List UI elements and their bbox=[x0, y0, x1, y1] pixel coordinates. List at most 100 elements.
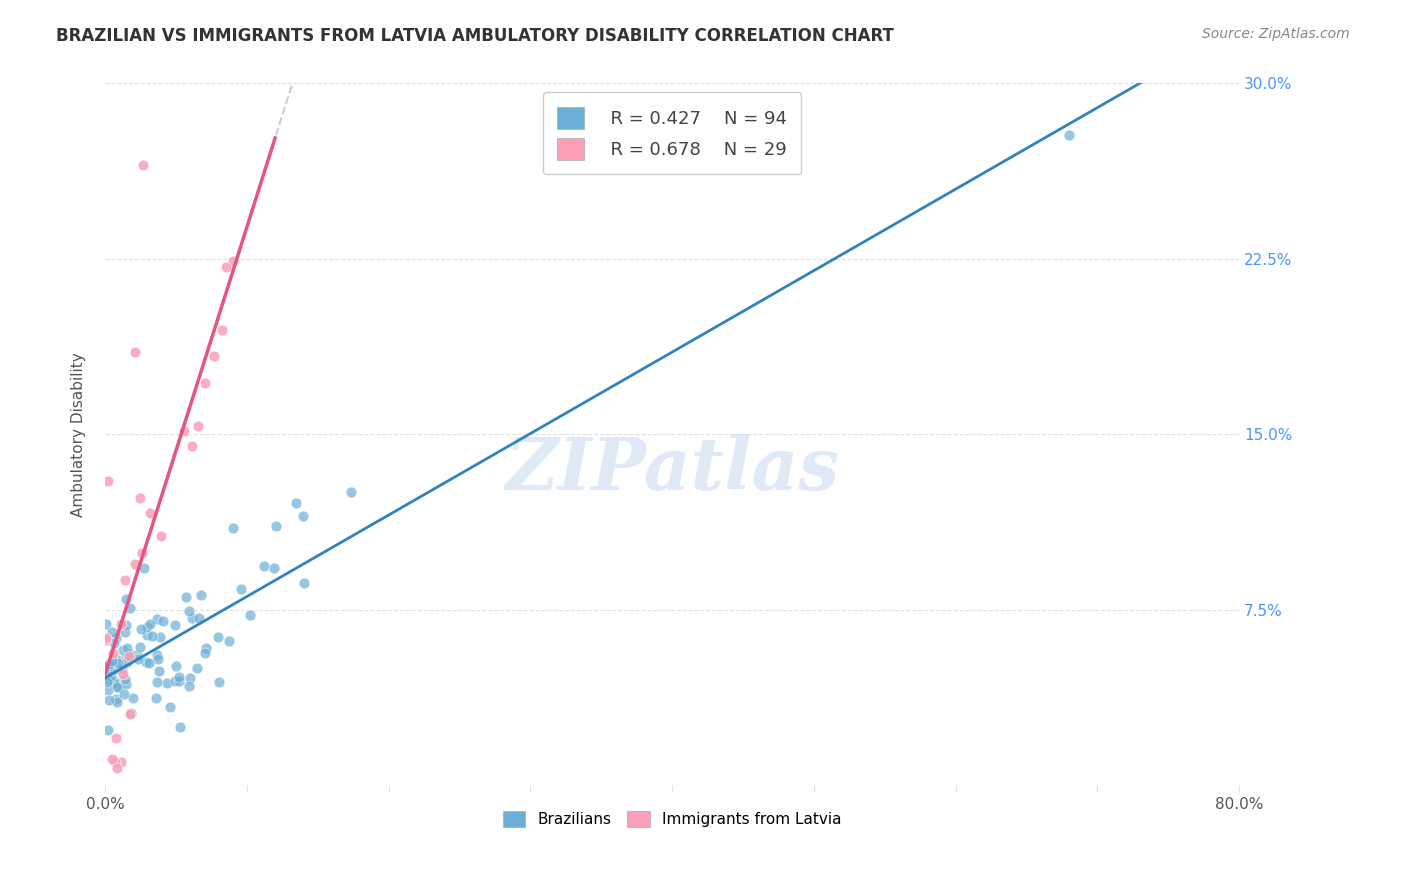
Brazilians bbox=[177, 604, 200, 618]
Brazilians bbox=[181, 611, 204, 625]
Immigrants from Latvia bbox=[202, 349, 225, 363]
Brazilians bbox=[97, 682, 120, 697]
Brazilians bbox=[107, 680, 129, 694]
Brazilians bbox=[104, 692, 127, 706]
Y-axis label: Ambulatory Disability: Ambulatory Disability bbox=[72, 351, 86, 516]
Immigrants from Latvia bbox=[110, 617, 132, 632]
Brazilians bbox=[120, 647, 142, 661]
Immigrants from Latvia bbox=[114, 574, 136, 588]
Brazilians bbox=[111, 661, 134, 675]
Brazilians bbox=[117, 647, 139, 661]
Immigrants from Latvia bbox=[124, 557, 146, 571]
Brazilians bbox=[165, 658, 187, 673]
Brazilians bbox=[97, 673, 120, 688]
Brazilians bbox=[132, 561, 155, 575]
Immigrants from Latvia bbox=[187, 419, 209, 434]
Brazilians bbox=[292, 576, 315, 591]
Brazilians bbox=[101, 664, 124, 678]
Brazilians bbox=[208, 675, 231, 690]
Brazilians bbox=[167, 674, 190, 689]
Brazilians bbox=[115, 617, 138, 632]
Brazilians bbox=[139, 616, 162, 631]
Brazilians bbox=[105, 695, 128, 709]
Brazilians bbox=[94, 660, 117, 674]
Brazilians bbox=[339, 485, 361, 500]
Immigrants from Latvia bbox=[211, 323, 233, 337]
Immigrants from Latvia bbox=[94, 631, 117, 645]
Immigrants from Latvia bbox=[129, 491, 152, 505]
Brazilians bbox=[159, 700, 181, 714]
Brazilians bbox=[118, 601, 141, 615]
Brazilians bbox=[98, 659, 121, 673]
Brazilians bbox=[135, 620, 157, 634]
Brazilians bbox=[285, 496, 308, 510]
Brazilians bbox=[105, 651, 128, 665]
Brazilians bbox=[229, 582, 252, 597]
Brazilians bbox=[117, 640, 139, 655]
Brazilians bbox=[129, 622, 152, 636]
Brazilians bbox=[141, 629, 163, 643]
Immigrants from Latvia bbox=[94, 633, 117, 648]
Immigrants from Latvia bbox=[101, 646, 124, 660]
Brazilians bbox=[163, 617, 186, 632]
Brazilians bbox=[152, 614, 174, 628]
Brazilians bbox=[136, 628, 159, 642]
Brazilians bbox=[100, 669, 122, 683]
Brazilians bbox=[103, 676, 125, 690]
Immigrants from Latvia bbox=[181, 439, 204, 453]
Brazilians bbox=[96, 675, 118, 690]
Brazilians bbox=[195, 640, 218, 655]
Immigrants from Latvia bbox=[132, 158, 155, 172]
Brazilians bbox=[107, 656, 129, 670]
Brazilians bbox=[187, 611, 209, 625]
Brazilians bbox=[218, 634, 240, 648]
Brazilians bbox=[222, 521, 245, 535]
Brazilians bbox=[263, 560, 285, 574]
Brazilians bbox=[135, 655, 157, 669]
Immigrants from Latvia bbox=[111, 667, 134, 681]
Legend: Brazilians, Immigrants from Latvia: Brazilians, Immigrants from Latvia bbox=[496, 805, 848, 834]
Brazilians bbox=[264, 518, 287, 533]
Brazilians bbox=[128, 640, 150, 654]
Immigrants from Latvia bbox=[118, 648, 141, 663]
Brazilians bbox=[239, 608, 262, 623]
Brazilians bbox=[122, 691, 145, 706]
Brazilians bbox=[146, 648, 169, 662]
Brazilians bbox=[174, 591, 197, 605]
Brazilians bbox=[114, 624, 136, 639]
Immigrants from Latvia bbox=[139, 506, 162, 520]
Immigrants from Latvia bbox=[105, 761, 128, 775]
Brazilians bbox=[138, 656, 160, 670]
Brazilians bbox=[97, 665, 120, 679]
Brazilians bbox=[253, 559, 276, 574]
Immigrants from Latvia bbox=[222, 253, 245, 268]
Brazilians bbox=[104, 661, 127, 675]
Brazilians bbox=[114, 673, 136, 687]
Brazilians bbox=[1057, 128, 1080, 142]
Immigrants from Latvia bbox=[124, 345, 146, 359]
Immigrants from Latvia bbox=[118, 706, 141, 721]
Brazilians bbox=[125, 648, 148, 663]
Brazilians bbox=[107, 662, 129, 676]
Immigrants from Latvia bbox=[150, 529, 173, 543]
Brazilians bbox=[97, 723, 120, 737]
Brazilians bbox=[104, 674, 127, 689]
Text: Source: ZipAtlas.com: Source: ZipAtlas.com bbox=[1202, 27, 1350, 41]
Immigrants from Latvia bbox=[194, 376, 217, 391]
Immigrants from Latvia bbox=[104, 755, 127, 769]
Brazilians bbox=[114, 676, 136, 690]
Brazilians bbox=[101, 654, 124, 668]
Brazilians bbox=[103, 636, 125, 650]
Brazilians bbox=[186, 661, 208, 675]
Brazilians bbox=[145, 690, 167, 705]
Brazilians bbox=[112, 687, 135, 701]
Text: BRAZILIAN VS IMMIGRANTS FROM LATVIA AMBULATORY DISABILITY CORRELATION CHART: BRAZILIAN VS IMMIGRANTS FROM LATVIA AMBU… bbox=[56, 27, 894, 45]
Brazilians bbox=[97, 692, 120, 706]
Brazilians bbox=[127, 652, 149, 666]
Brazilians bbox=[115, 592, 138, 607]
Brazilians bbox=[190, 588, 212, 602]
Brazilians bbox=[169, 720, 191, 734]
Brazilians bbox=[292, 508, 315, 523]
Brazilians bbox=[105, 681, 128, 695]
Immigrants from Latvia bbox=[214, 260, 236, 274]
